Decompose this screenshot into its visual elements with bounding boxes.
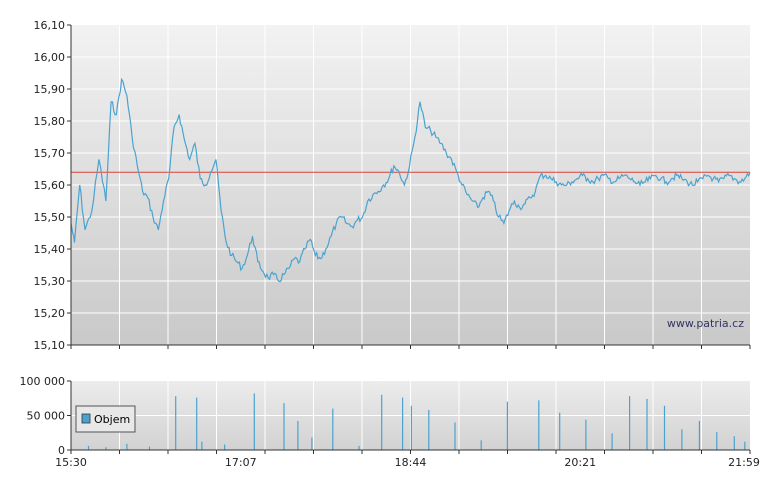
- volume-bar: [410, 405, 412, 450]
- price-y-tick-label: 15,30: [34, 275, 66, 288]
- legend-swatch: [81, 413, 91, 424]
- volume-x-ticks: 15:30 17:07 18:44 20:21 21:59: [55, 450, 760, 469]
- volume-y-ticks: 100 000 50 000 0: [20, 375, 71, 457]
- volume-y-tick-label: 100 000: [20, 375, 66, 388]
- volume-bar: [253, 393, 255, 450]
- volume-bar: [311, 437, 313, 450]
- volume-bar: [681, 429, 683, 450]
- volume-bar: [629, 396, 631, 450]
- price-y-tick-label: 15,70: [34, 147, 66, 160]
- volume-bar: [506, 401, 508, 450]
- volume-bar: [196, 397, 198, 450]
- price-grid: [71, 25, 750, 345]
- volume-bar: [611, 433, 613, 450]
- volume-grid: [71, 381, 750, 450]
- volume-panel: 100 000 50 000 0 15:30 17:07 18:44 20:21 21:59…: [20, 375, 760, 469]
- price-y-tick-label: 16,00: [34, 51, 66, 64]
- price-y-tick-label: 15,10: [34, 339, 66, 352]
- volume-bar: [716, 432, 718, 450]
- price-panel: 16,10 16,00 15,90 15,80 15,70 15,60 15,50 15,40…: [34, 19, 751, 352]
- price-y-tick-label: 15,80: [34, 115, 66, 128]
- volume-bar: [87, 445, 90, 450]
- volume-bar: [733, 436, 735, 450]
- legend-label: Objem: [94, 413, 130, 426]
- x-tick-label: 18:44: [395, 456, 427, 469]
- price-y-tick-label: 15,90: [34, 83, 66, 96]
- volume-bar: [332, 408, 334, 450]
- x-tick-label: 17:07: [225, 456, 257, 469]
- volume-y-tick-label: 50 000: [27, 410, 66, 423]
- volume-bar: [402, 397, 404, 450]
- volume-bar: [126, 443, 128, 450]
- volume-bar: [559, 412, 561, 450]
- volume-bar: [744, 441, 746, 450]
- volume-bar: [148, 446, 151, 450]
- volume-bar: [663, 405, 666, 450]
- volume-bar: [201, 441, 203, 450]
- volume-bar: [283, 403, 285, 450]
- volume-y-tick-label: 0: [58, 444, 65, 457]
- x-tick-label: 21:59: [728, 456, 760, 469]
- volume-bar: [480, 440, 482, 450]
- x-tick-label: 20:21: [564, 456, 596, 469]
- price-y-ticks: 16,10 16,00 15,90 15,80 15,70 15,60 15,50 15,40…: [34, 19, 71, 352]
- volume-bar: [224, 444, 226, 450]
- volume-bar: [175, 396, 177, 450]
- price-y-tick-label: 15,20: [34, 307, 66, 320]
- volume-bar: [698, 421, 700, 450]
- x-tick-label: 15:30: [55, 456, 87, 469]
- volume-bar: [585, 419, 587, 450]
- volume-bars: [87, 393, 746, 450]
- volume-bar: [105, 447, 107, 450]
- volume-bar: [538, 400, 540, 450]
- volume-legend: Objem: [75, 405, 136, 433]
- price-y-tick-label: 15,40: [34, 243, 66, 256]
- watermark: www.patria.cz: [667, 317, 744, 330]
- volume-bar: [646, 398, 648, 450]
- volume-bar: [297, 421, 299, 450]
- volume-bar: [358, 445, 360, 450]
- price-series-line: [70, 77, 751, 283]
- volume-bar: [454, 422, 456, 450]
- volume-bar: [381, 394, 383, 450]
- price-x-ticks: [70, 345, 751, 349]
- price-y-tick-label: 16,10: [34, 19, 66, 32]
- volume-bar: [428, 410, 430, 450]
- price-y-tick-label: 15,60: [34, 179, 66, 192]
- price-y-tick-label: 15,50: [34, 211, 66, 224]
